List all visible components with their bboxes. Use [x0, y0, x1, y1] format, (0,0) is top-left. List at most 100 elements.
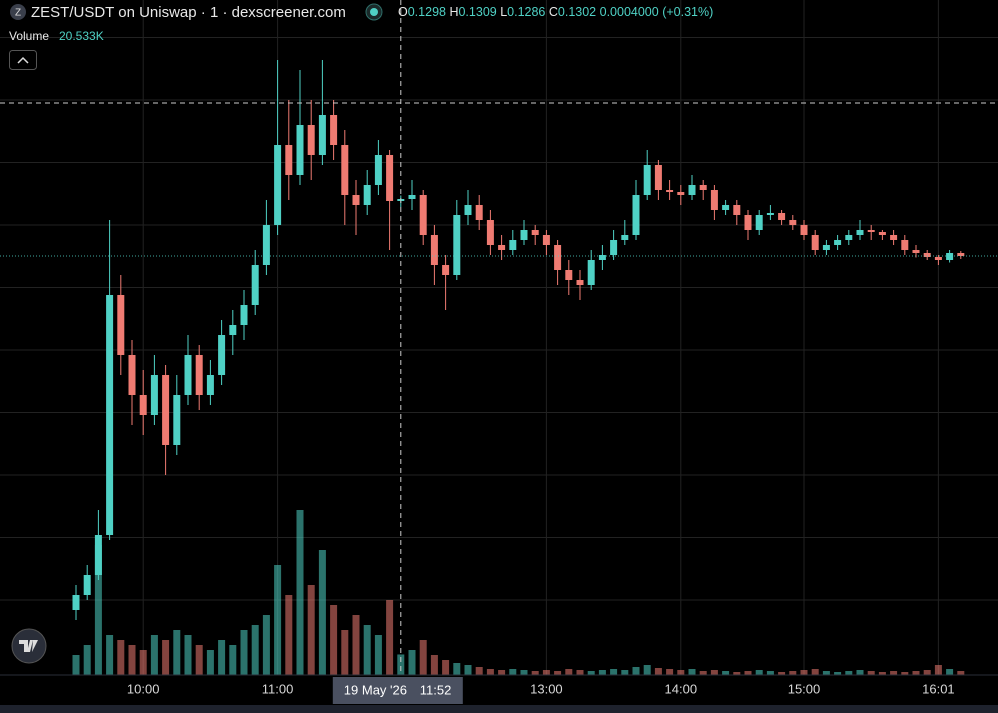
readout-label: H: [449, 5, 458, 19]
candle-body: [94, 535, 102, 575]
volume-bar: [72, 655, 80, 675]
candle-body: [262, 225, 270, 265]
readout-value: 0.1309: [458, 5, 496, 19]
volume-bar: [486, 669, 494, 675]
collapse-chevron: [17, 56, 29, 64]
volume-bar: [565, 669, 573, 675]
volume-bar: [341, 630, 349, 675]
volume-bar: [173, 630, 181, 675]
symbol-icon-letter: Z: [15, 8, 21, 19]
collapse-button[interactable]: [9, 50, 37, 70]
volume-bar: [408, 650, 416, 675]
volume-bar: [218, 640, 226, 675]
candle-body: [934, 257, 942, 260]
volume-bar: [150, 635, 158, 675]
crosshair-date: 19 May '26: [344, 682, 407, 697]
volume-bar: [867, 671, 875, 675]
candle-body: [330, 115, 338, 145]
candle-body: [128, 355, 136, 395]
candle-body: [318, 115, 326, 155]
candle-body: [834, 240, 842, 245]
volume-bar: [352, 615, 360, 675]
volume-bar: [643, 665, 651, 675]
readout-value: 0.1286: [507, 5, 545, 19]
candle-body: [352, 195, 360, 205]
readout-value: 0.1298: [408, 5, 446, 19]
x-tick-label: 16:01: [922, 681, 955, 696]
volume-bar: [576, 670, 584, 675]
candle-body: [811, 235, 819, 250]
volume-bar: [363, 625, 371, 675]
volume-bar: [957, 671, 965, 675]
candle-body: [464, 205, 472, 215]
volume-bar: [598, 670, 606, 675]
volume-bar: [934, 665, 942, 675]
volume-bar: [475, 667, 483, 675]
volume-bar: [531, 671, 539, 675]
volume-bar: [307, 585, 315, 675]
candle-body: [162, 375, 170, 445]
overlay: [0, 0, 998, 675]
volume-bar: [901, 672, 909, 675]
candle-body: [733, 205, 741, 215]
candle-body: [755, 215, 763, 230]
ohlc-text: O0.1298 H0.1309 L0.1286 C0.1302 0.000400…: [398, 5, 713, 19]
volume-title: Volume: [9, 29, 49, 43]
candle-body: [453, 215, 461, 275]
volume-bar: [912, 671, 920, 675]
volume-bar: [442, 660, 450, 675]
volume-bar: [789, 671, 797, 675]
volume-bar: [520, 670, 528, 675]
volume-bar: [206, 650, 214, 675]
volume-bar: [890, 671, 898, 675]
volume-bar: [184, 635, 192, 675]
volume-bar: [419, 640, 427, 675]
candle-body: [139, 395, 147, 415]
candle-body: [598, 255, 606, 260]
volume-bar: [509, 669, 517, 675]
candle-body: [710, 190, 718, 210]
volume-bar: [162, 640, 170, 675]
candle-body: [509, 240, 517, 250]
candle-body: [117, 295, 125, 355]
volume-bar: [677, 670, 685, 675]
candle-body: [923, 253, 931, 257]
candle-body: [901, 240, 909, 250]
volume-bar: [688, 669, 696, 675]
readout-change-pct: (+0.31%): [662, 5, 713, 19]
candle-body: [576, 280, 584, 285]
candle-body: [285, 145, 293, 175]
volume-bar: [386, 600, 394, 675]
status-dot: [370, 8, 378, 16]
readout-label: L: [500, 5, 507, 19]
volume-bar: [744, 671, 752, 675]
candle-body: [565, 270, 573, 280]
candle-body: [72, 595, 80, 610]
candle-body: [688, 185, 696, 195]
candle-body: [610, 240, 618, 255]
volume-bar: [330, 605, 338, 675]
volume-bar: [778, 672, 786, 675]
candle-body: [218, 335, 226, 375]
volume-bar: [610, 669, 618, 675]
volume-bar: [430, 655, 438, 675]
readout-label: O: [398, 5, 408, 19]
volume-bar: [923, 670, 931, 675]
candle-body: [83, 575, 91, 595]
volume-readout: 20.533K: [59, 29, 104, 43]
volume-bar: [285, 595, 293, 675]
candle-body: [251, 265, 259, 305]
candle-body: [587, 260, 595, 285]
candle-body: [542, 235, 550, 245]
candle-body: [419, 195, 427, 235]
volume-bar: [666, 669, 674, 675]
volume-bar: [699, 671, 707, 675]
volume-bar: [251, 625, 259, 675]
volume-bar: [106, 635, 114, 675]
volume-bar: [83, 645, 91, 675]
volume-bar: [834, 672, 842, 675]
x-tick-label: 14:00: [665, 681, 698, 696]
candle-body: [363, 185, 371, 205]
candle-body: [654, 165, 662, 190]
volume-bar: [554, 671, 562, 675]
